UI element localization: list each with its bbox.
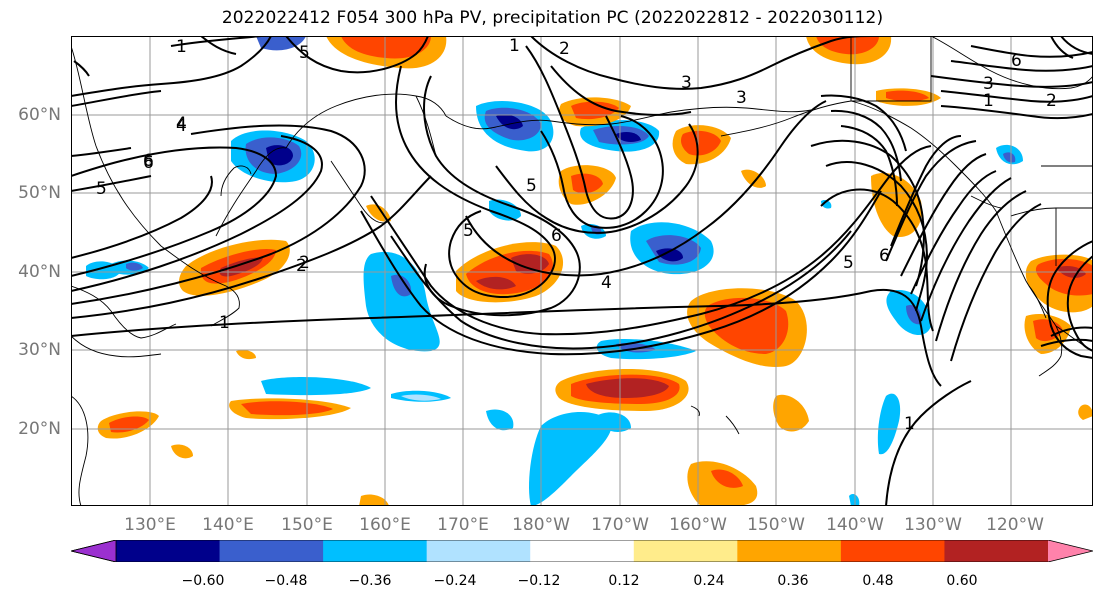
contour-label: 6 [879,246,890,266]
colorbar-segment [219,540,324,562]
positive-patch-subtropics [97,368,689,439]
latitude-label: 60°N [18,105,61,125]
colorbar-tick-label: −0.48 [264,573,308,589]
positive-patch-bering [366,165,766,222]
longitude-label: 130°E [124,515,176,535]
contour-label: 2 [1046,91,1057,111]
longitude-label: 120°W [986,515,1044,535]
longitude-label: 140°E [202,515,254,535]
colorbar-extension-min [71,540,116,562]
positive-patch-hawaii-north [687,288,807,367]
contour-label: 5 [526,176,537,196]
contour-label: 3 [681,73,692,93]
colorbar-tick-label: 0.48 [862,573,894,589]
colorbar-tick-label: −0.24 [433,573,477,589]
positive-patch-small [171,349,1093,506]
colorbar-tick-label: −0.60 [181,573,225,589]
colorbar-segments [71,540,1093,562]
colorbar-tick-label: 0.24 [693,573,725,589]
colorbar-segment [530,540,635,562]
contour-label: 6 [143,153,154,173]
map-panel: 1 2 4 5 6 1 2 3 5 6 4 5 6 3 1 2 5 6 4 1 … [71,36,1093,506]
longitude-label: 160°E [359,515,411,535]
colorbar-extension-max [1048,540,1093,562]
colorbar-segment [633,540,738,562]
contour-label: 2 [299,253,310,273]
colorbar-segment [944,540,1049,562]
map-canvas: 1 2 4 5 6 1 2 3 5 6 4 5 6 3 1 2 5 6 4 1 … [71,36,1093,506]
contour-label: 6 [551,226,562,246]
longitude-label: 170°W [591,515,649,535]
colorbar [71,540,1093,562]
negative-patch-midlat [630,222,714,275]
longitude-label: 150°W [747,515,805,535]
contour-label: 1 [176,37,187,57]
colorbar-segment [323,540,428,562]
colorbar-tick-label: −0.12 [517,573,561,589]
latitude-label: 40°N [18,262,61,282]
colorbar-segment [426,540,531,562]
longitude-label: 150°E [281,515,333,535]
contour-label: 1 [904,414,915,434]
graticule [71,36,1093,506]
negative-patch-kamchatka [231,130,315,183]
contour-label: 5 [96,179,107,199]
contour-label: 3 [983,74,994,94]
colorbar-segment [116,540,221,562]
contour-label: 5 [843,253,854,273]
pv-contours [71,36,1093,506]
positive-patch-north-1 [326,36,892,69]
colorbar-tick-label: −0.36 [348,573,392,589]
map-title: 2022022412 F054 300 hPa PV, precipitatio… [221,8,884,28]
contour-label: 4 [601,273,612,293]
longitude-label: 170°E [437,515,489,535]
contour-label: 1 [509,36,520,56]
longitude-label: 140°W [826,515,884,535]
contour-label: 2 [559,39,570,59]
contour-label: 2 [296,256,307,276]
negative-patch-tropics [486,409,631,506]
contour-label: 3 [736,88,747,108]
longitude-label: 160°W [669,515,727,535]
contour-labels: 1 2 4 5 6 1 2 3 5 6 4 5 6 3 1 2 5 6 4 1 … [96,36,1057,434]
colorbar-tick-label: 0.60 [946,573,978,589]
contour-label: 5 [299,43,310,63]
negative-patch-central-pacific [363,251,440,352]
latitude-label: 30°N [18,340,61,360]
coastlines [71,36,1093,506]
latitude-label: 20°N [18,419,61,439]
contour-label: 4 [176,116,187,136]
contour-label: 6 [143,151,154,171]
contour-label: 6 [1011,51,1022,71]
colorbar-segment [737,540,842,562]
longitude-label: 130°W [904,515,962,535]
contour-label: 5 [463,221,474,241]
contour-label: 1 [983,91,994,111]
colorbar-tick-label: 0.36 [777,573,809,589]
colorbar-segment [840,540,945,562]
contour-label: 4 [176,114,187,134]
longitude-label: 180°W [512,515,570,535]
colorbar-tick-label: 0.12 [608,573,640,589]
latitude-label: 50°N [18,183,61,203]
contour-label: 1 [219,313,230,333]
negative-patch-north-pacific [476,101,554,152]
